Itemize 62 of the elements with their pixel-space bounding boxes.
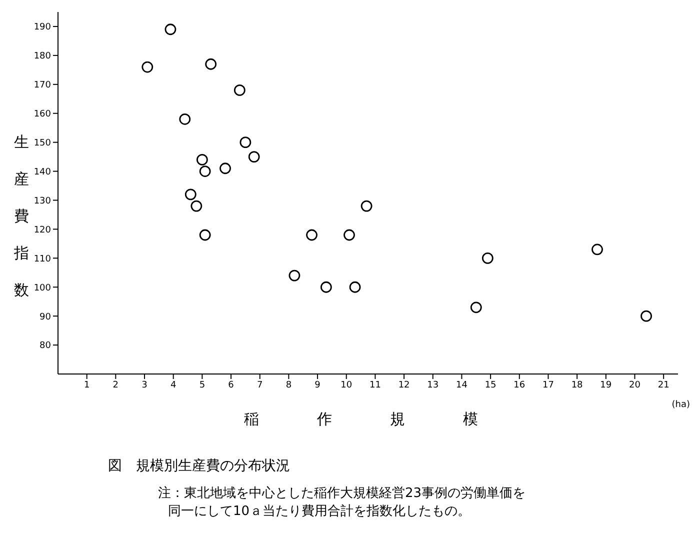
- point: [199, 229, 211, 241]
- x-tick-label: 4: [170, 380, 176, 390]
- y-tick-label: 160: [34, 110, 52, 120]
- point: [306, 229, 318, 241]
- y-tick-label: 130: [34, 196, 52, 206]
- x-tick-label: 15: [484, 380, 496, 390]
- point: [482, 252, 494, 264]
- x-tick-label: 5: [199, 380, 206, 390]
- text: 同一にして10ａ当たり費用合計を指数化したもの。: [168, 503, 472, 521]
- point: [360, 200, 372, 212]
- point: [179, 113, 191, 125]
- y-tick-label: 100: [34, 283, 52, 294]
- x-tick-label: 9: [314, 380, 321, 390]
- y-tick-label: 140: [34, 167, 52, 178]
- x-tick-label: 10: [340, 380, 352, 390]
- text: (ha): [672, 400, 690, 410]
- x-tick-label: 6: [228, 380, 234, 390]
- point: [164, 24, 176, 36]
- point: [592, 244, 603, 256]
- y-tick-label: 90: [40, 312, 52, 322]
- y-tick-label: 170: [34, 80, 52, 91]
- point: [288, 270, 300, 282]
- x-tick-label: 19: [600, 380, 612, 390]
- x-tick-label: 7: [256, 380, 263, 390]
- point: [240, 136, 252, 148]
- y-tick-label: 190: [34, 22, 52, 33]
- point: [142, 61, 154, 73]
- y-tick-label: 120: [34, 225, 52, 236]
- x-tick-label: 14: [456, 380, 468, 390]
- x-tick-label: 20: [629, 380, 641, 390]
- point: [190, 200, 202, 212]
- text: 注：東北地域を中心とした稲作大規模経営23事例の労働単価を: [158, 485, 527, 503]
- text: 生産費指数: [14, 133, 29, 299]
- point: [199, 166, 211, 177]
- point: [344, 229, 355, 241]
- point: [196, 154, 208, 166]
- text: 図 規模別生産費の分布状況: [108, 457, 291, 475]
- point: [248, 151, 260, 162]
- point: [205, 58, 217, 70]
- x-tick-label: 1: [84, 380, 90, 390]
- y-tick-label: 150: [34, 138, 52, 149]
- point: [470, 302, 482, 314]
- point: [640, 310, 652, 322]
- x-tick-label: 16: [514, 380, 526, 390]
- point: [349, 281, 361, 293]
- text: 稲作規模: [244, 410, 478, 428]
- y-tick-label: 80: [40, 341, 52, 352]
- x-tick-label: 11: [369, 380, 381, 390]
- x-tick-label: 8: [286, 380, 292, 390]
- x-tick-label: 13: [427, 380, 439, 390]
- x-tick-label: 21: [658, 380, 670, 390]
- y-tick-label: 110: [34, 254, 52, 264]
- x-tick-label: 3: [142, 380, 148, 390]
- x-tick-label: 2: [112, 380, 119, 390]
- point: [234, 84, 246, 96]
- y-tick-label: 180: [34, 52, 52, 62]
- point: [320, 281, 332, 293]
- x-tick-label: 18: [571, 380, 584, 390]
- point: [184, 188, 196, 200]
- x-tick-label: 12: [398, 380, 410, 390]
- point: [220, 162, 231, 174]
- x-tick-label: 17: [542, 380, 554, 390]
